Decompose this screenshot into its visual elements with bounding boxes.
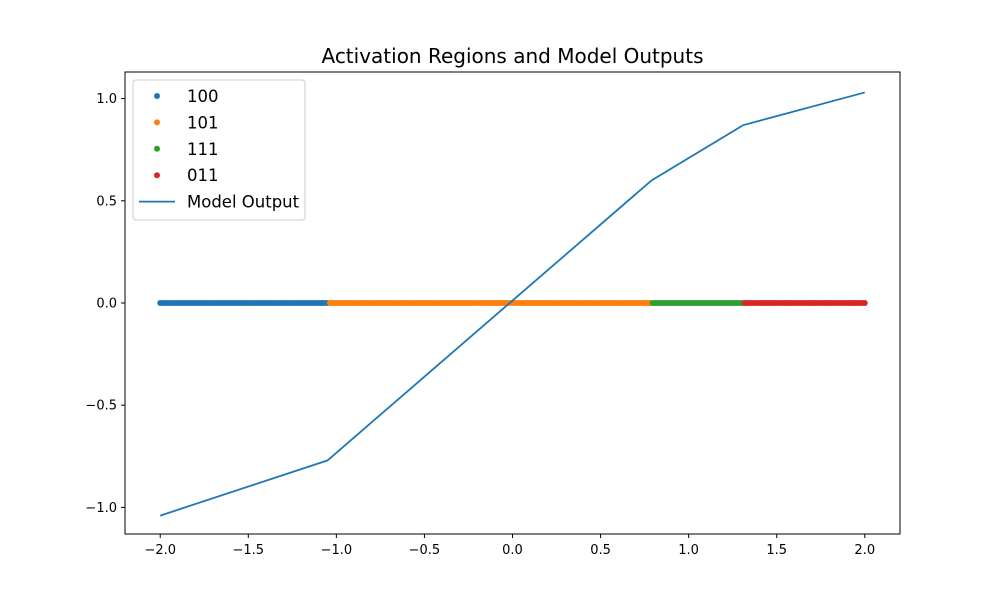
legend-label: 111 <box>187 140 219 159</box>
legend: 100 101 111 011 Model Output <box>132 79 306 221</box>
x-tick-label: 0.0 <box>502 543 523 558</box>
x-tick-label: −2.0 <box>144 543 176 558</box>
y-tick-label: 0.5 <box>96 194 117 209</box>
x-tick-label: 0.5 <box>590 543 611 558</box>
x-tick-label: 1.5 <box>766 543 787 558</box>
x-tick-label: 1.0 <box>678 543 699 558</box>
model-output-line <box>159 91 866 517</box>
y-tick-label: 1.0 <box>96 92 117 107</box>
axis-ticks: −2.0 −1.5 −1.0 −0.5 0.0 0.5 1.0 1.5 2.0 −1.0 −0.5 0… <box>85 92 875 558</box>
x-tick-label: −1.0 <box>321 543 353 558</box>
y-tick-label: −0.5 <box>85 399 117 414</box>
legend-label: 100 <box>187 87 219 106</box>
legend-label: Model Output <box>187 193 300 212</box>
legend-label: 011 <box>187 166 219 185</box>
legend-marker <box>154 172 160 179</box>
legend-box <box>132 79 306 221</box>
legend-label: 101 <box>187 113 219 132</box>
chart-title: Activation Regions and Model Outputs <box>321 44 703 68</box>
legend-marker <box>154 145 160 152</box>
y-tick-label: 0.0 <box>96 297 117 312</box>
x-tick-label: −1.5 <box>233 543 265 558</box>
region-point <box>861 300 868 306</box>
legend-marker <box>154 119 160 126</box>
model-output-line-layer <box>159 91 866 517</box>
y-tick-label: −1.0 <box>85 501 117 516</box>
x-tick-label: 2.0 <box>854 543 875 558</box>
legend-marker <box>154 93 160 99</box>
region-points <box>157 300 868 306</box>
x-tick-label: −0.5 <box>409 543 441 558</box>
